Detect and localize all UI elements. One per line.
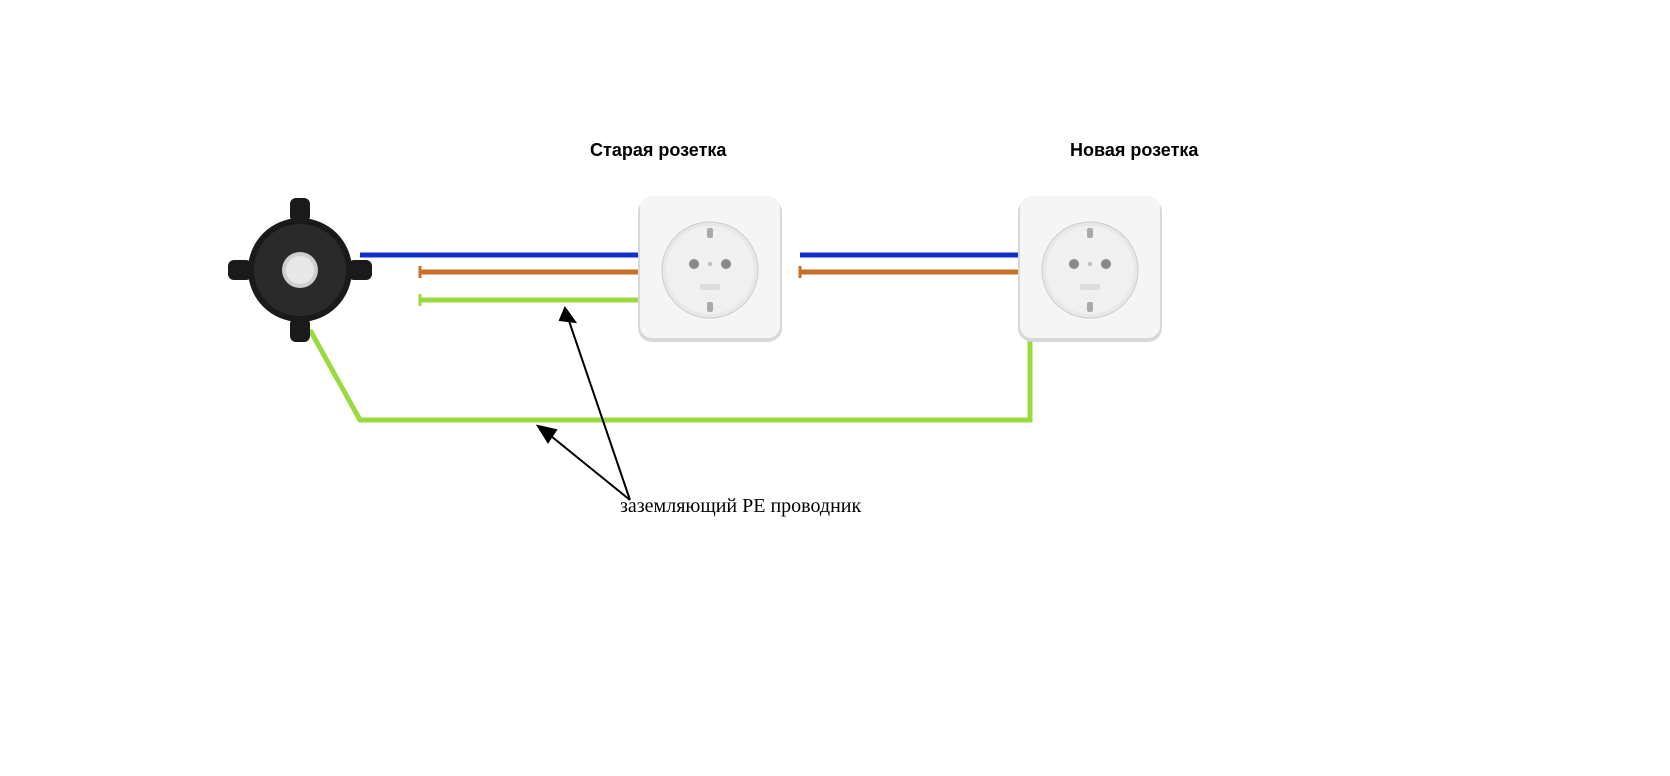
new-socket [1018, 196, 1162, 342]
wiring-diagram [0, 0, 1670, 776]
annotation-arrows [538, 308, 630, 500]
junction-box [228, 198, 372, 342]
old-socket [638, 196, 782, 342]
old-socket-label: Старая розетка [590, 140, 726, 161]
pe-conductor-label: заземляющий PE проводник [620, 495, 861, 518]
new-socket-label: Новая розетка [1070, 140, 1198, 161]
